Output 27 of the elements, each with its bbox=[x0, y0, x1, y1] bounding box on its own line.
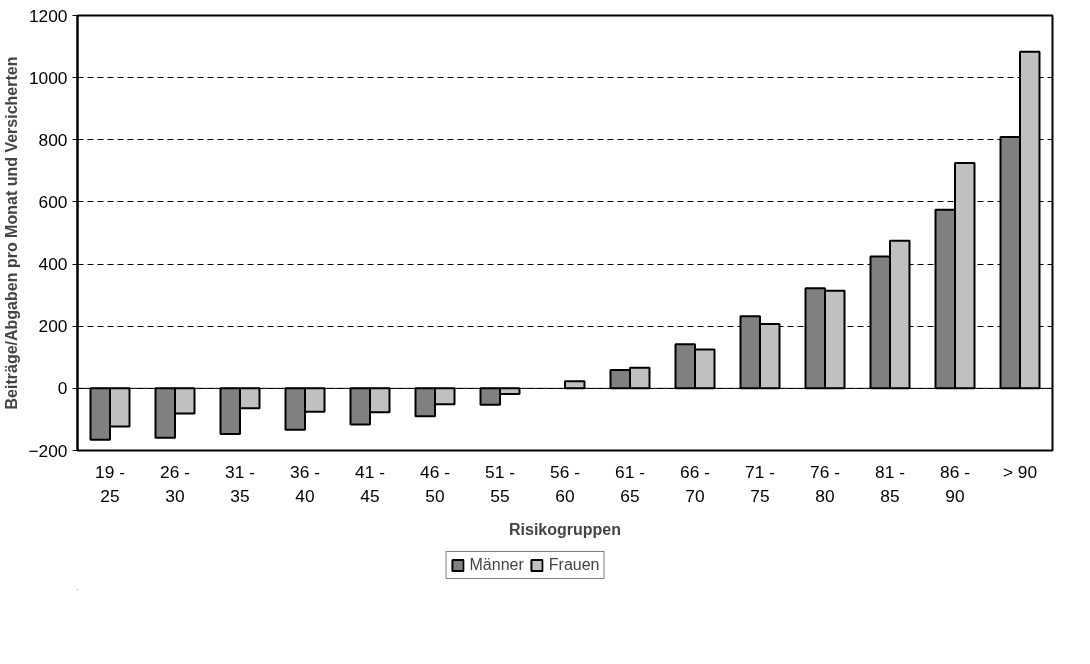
x-tick-label: 41 - 45 bbox=[355, 461, 385, 506]
x-tick-label: 31 - 35 bbox=[225, 461, 255, 506]
x-tick-label: 76 - 80 bbox=[810, 461, 840, 506]
y-axis-title: Beiträge/Abgaben pro Monat und Versicherten bbox=[3, 56, 21, 410]
x-tick-label: 46 - 50 bbox=[420, 461, 450, 506]
x-axis-title: Risikogruppen bbox=[509, 520, 622, 538]
x-tick-label: 71 - 75 bbox=[745, 461, 775, 506]
legend-label: Männer bbox=[469, 556, 524, 574]
x-tick-label: 86 - 90 bbox=[940, 461, 970, 506]
y-tick-label: 400 bbox=[38, 254, 68, 275]
x-tick-label: 81 - 85 bbox=[875, 461, 905, 506]
legend-label: Frauen bbox=[548, 556, 600, 574]
y-tick-label: 200 bbox=[38, 316, 68, 337]
y-tick-label: 1000 bbox=[28, 67, 68, 88]
x-tick-label: 36 - 40 bbox=[290, 461, 320, 506]
x-tick-label: 61 - 65 bbox=[615, 461, 645, 506]
y-tick-label: 0 bbox=[57, 378, 68, 399]
x-tick-label: 66 - 70 bbox=[680, 461, 710, 506]
x-tick-label: 56 - 60 bbox=[550, 461, 580, 506]
y-tick-label: −200 bbox=[28, 440, 68, 461]
x-tick-label: 51 - 55 bbox=[485, 461, 515, 506]
x-tick-label: 19 - 25 bbox=[95, 461, 125, 506]
y-tick-label: 600 bbox=[38, 191, 68, 212]
x-tick-label: > 90 bbox=[1002, 461, 1038, 482]
y-tick-label: 800 bbox=[38, 129, 68, 150]
x-tick-label: 26 - 30 bbox=[160, 461, 190, 506]
y-tick-label: 1200 bbox=[28, 5, 68, 26]
